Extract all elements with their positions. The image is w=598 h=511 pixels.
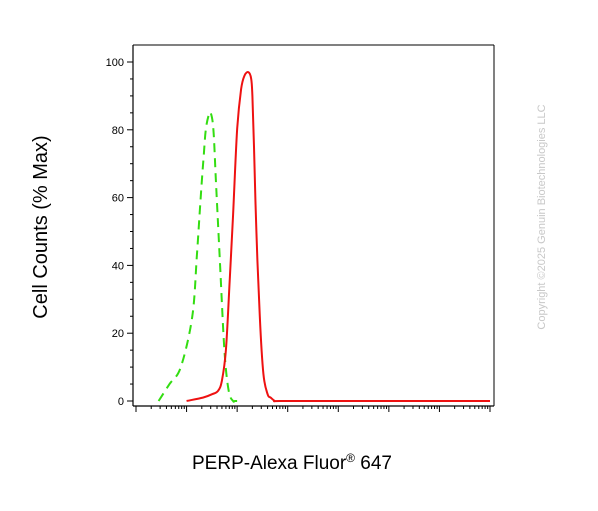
- y-ticks: 0 20 40 60 80 100: [106, 57, 133, 408]
- x-axis-title-main: PERP-Alexa Fluor: [192, 453, 347, 474]
- y-tick-label: 20: [112, 328, 124, 340]
- y-tick-label: 100: [106, 57, 124, 69]
- x-axis-title: PERP-Alexa Fluor® 647: [192, 451, 392, 474]
- x-ticks: [135, 406, 491, 412]
- y-axis-title: Cell Counts (% Max): [30, 135, 52, 318]
- y-tick-label: 80: [112, 125, 124, 137]
- series-layer: [157, 71, 490, 403]
- series-line-negative-control: [157, 111, 240, 403]
- y-tick-label: 0: [118, 396, 124, 408]
- x-axis-title-registered: ®: [346, 451, 355, 465]
- x-axis-title-suffix: 647: [355, 453, 392, 474]
- copyright-watermark: Copyright ©2025 Genuin Biotechnologies L…: [536, 104, 548, 329]
- y-tick-label: 60: [112, 193, 124, 205]
- series-line-sample: [186, 71, 490, 403]
- y-tick-label: 40: [112, 260, 124, 272]
